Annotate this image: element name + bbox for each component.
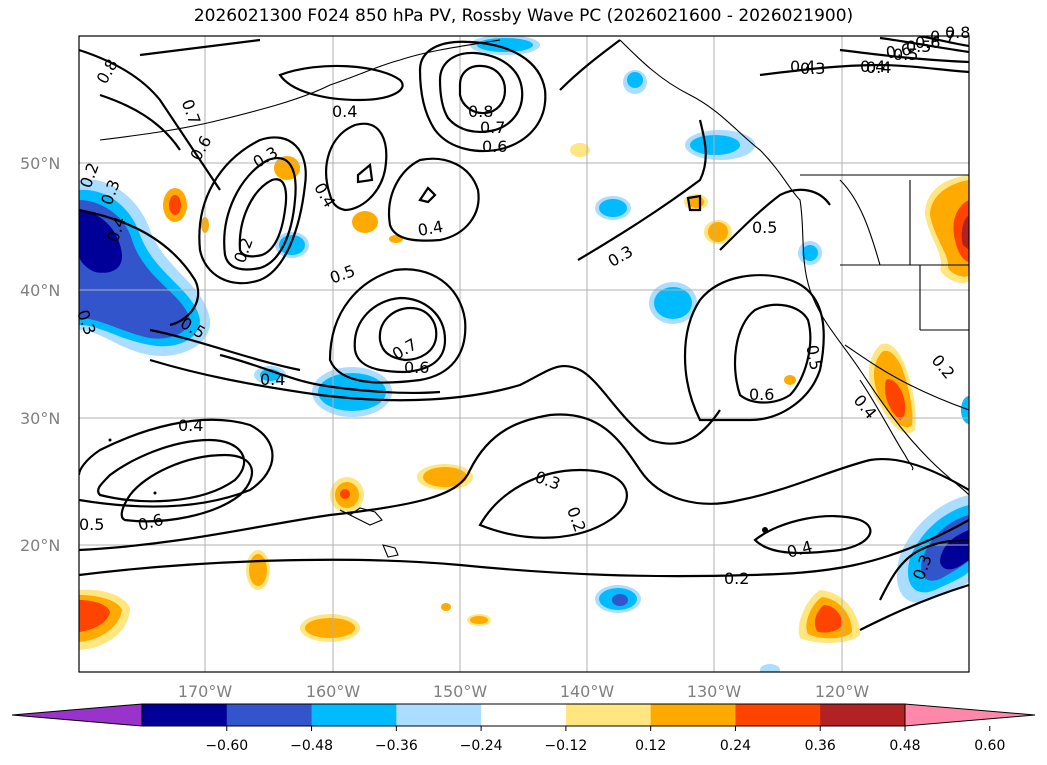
contour-label: 0.2 [928, 351, 959, 383]
contour-labels: 0.8 0.7 0.6 0.4 0.3 0.2 0.4 0.5 0.3 0.4 … [73, 23, 970, 588]
map-frame [78, 35, 970, 673]
contour-label: 0.3 [800, 59, 825, 78]
lon-label: 130°W [687, 682, 742, 701]
colorbar-segment [735, 704, 821, 726]
lon-label: 120°W [815, 682, 870, 701]
colorbar-tick-label: 0.12 [635, 738, 666, 754]
colorbar-tick-label: −0.12 [544, 738, 587, 754]
contour-label: 0.5 [802, 343, 825, 371]
colorbar-tick-label: −0.48 [290, 738, 333, 754]
contour-label: 0.6 [136, 510, 166, 535]
colorbar-segment [226, 704, 313, 726]
contour-label: 0.4 [178, 416, 203, 435]
colorbar-tick-label: 0.60 [974, 738, 1005, 754]
colorbar-tick-label: 0.48 [889, 738, 920, 754]
contour-label: 0.6 [482, 137, 507, 156]
contour-label: 0.6 [749, 385, 774, 404]
contour-label: 0.4 [332, 102, 357, 121]
colorbar-tick-label: 0.24 [720, 738, 751, 754]
colorbar-segment [565, 704, 652, 726]
contour-label: 0.6 [186, 132, 215, 164]
latitude-labels: 50°N 40°N 30°N 20°N [20, 154, 60, 555]
colorbar-segment [396, 704, 482, 726]
lon-label: 170°W [178, 682, 233, 701]
colorbar-segment [820, 704, 906, 726]
contour-label: 0.2 [724, 569, 749, 588]
lon-label: 160°W [306, 682, 361, 701]
contour-label: 0.7 [480, 118, 505, 137]
longitude-labels: 170°W 160°W 150°W 140°W 130°W 120°W [178, 682, 870, 701]
contour-label: 0.5 [79, 515, 104, 534]
lat-label: 40°N [20, 281, 60, 300]
contour-label: 0.7 [178, 97, 205, 127]
colorbar: −0.60 −0.48 −0.36 −0.24 −0.12 0.12 0.24 0.36 0.4… [11, 703, 1036, 754]
colorbar-segment [311, 704, 397, 726]
contour-label: 0.4 [416, 217, 444, 240]
colorbar-tick-label: −0.24 [460, 738, 503, 754]
lon-label: 140°W [560, 682, 615, 701]
contour-label: 0.5 [906, 37, 931, 56]
contour-label: 0.8 [93, 56, 122, 88]
colorbar-tick-label: −0.36 [375, 738, 418, 754]
contour-label: 0.8 [468, 102, 493, 121]
contour-label: 0.4 [866, 58, 891, 77]
contour-label: 0.4 [860, 57, 885, 76]
coastlines [99, 39, 969, 558]
colorbar-extend-max [904, 703, 1036, 727]
colorbar-segment [481, 704, 567, 726]
lat-label: 50°N [20, 154, 60, 173]
contour-label: 0.8 [945, 23, 970, 42]
contour-label: 0.2 [230, 235, 257, 265]
lon-label: 150°W [433, 682, 488, 701]
lat-label: 20°N [20, 536, 60, 555]
contour-label: 0.6 [884, 39, 912, 62]
contour-label: 0.3 [605, 242, 637, 271]
colorbar-segment [142, 704, 228, 726]
contour-label: 0.2 [563, 504, 590, 534]
contour-label: 0.6 [915, 33, 940, 52]
colorbar-tick-label: −0.60 [205, 738, 248, 754]
contour-label: 0.4 [790, 57, 815, 76]
contour-label: 0.5 [893, 45, 918, 64]
contour-label: 0.6 [404, 358, 429, 377]
colorbar-extend-min [11, 703, 143, 727]
contour-label: 0.4 [260, 370, 285, 389]
contour-label: 0.5 [327, 261, 357, 288]
map-title: 2026021300 F024 850 hPa PV, Rossby Wave … [193, 6, 854, 26]
contour-label: 0.5 [752, 218, 777, 237]
graticule [79, 36, 969, 672]
lat-label: 30°N [20, 409, 60, 428]
colorbar-segment [650, 704, 736, 726]
colorbar-frame [141, 703, 906, 727]
pv-contours [79, 36, 969, 631]
colorbar-tick-label: 0.36 [805, 738, 836, 754]
contour-label: 0.4 [785, 537, 815, 562]
shaded-anomalies [79, 36, 969, 672]
